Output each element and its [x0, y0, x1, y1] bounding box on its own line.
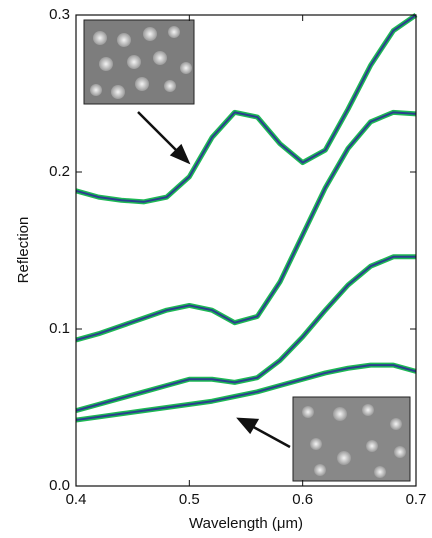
fit-line [75, 111, 417, 341]
plot-frame [75, 14, 417, 487]
measured-line [75, 254, 416, 414]
arrow [247, 422, 291, 449]
x-tick-label: 0.5 [179, 491, 200, 508]
arrow-head [169, 143, 191, 165]
y-tick-label: 0.1 [49, 320, 70, 337]
inset-bottom [292, 396, 411, 482]
x-tick-label: 0.6 [292, 491, 313, 508]
arrows [137, 111, 291, 449]
inset-particles [90, 26, 192, 99]
x-axis-label: Wavelength (μm) [189, 515, 303, 532]
fit-line [75, 364, 417, 422]
x-tick-label: 0.4 [66, 491, 87, 508]
x-tick-label: 0.7 [406, 491, 427, 508]
arrow [137, 111, 181, 155]
arrow-head [236, 417, 260, 435]
y-tick-label: 0.2 [49, 163, 70, 180]
inset-particles [302, 404, 406, 478]
plot-area [75, 12, 418, 423]
y-tick-label: 0.0 [49, 477, 70, 494]
fit-line [75, 14, 417, 203]
measured-line [75, 109, 417, 343]
fit-line [75, 255, 416, 412]
y-axis-label: Reflection [15, 217, 32, 284]
y-tick-label: 0.3 [49, 6, 70, 23]
inset-top [83, 19, 195, 105]
